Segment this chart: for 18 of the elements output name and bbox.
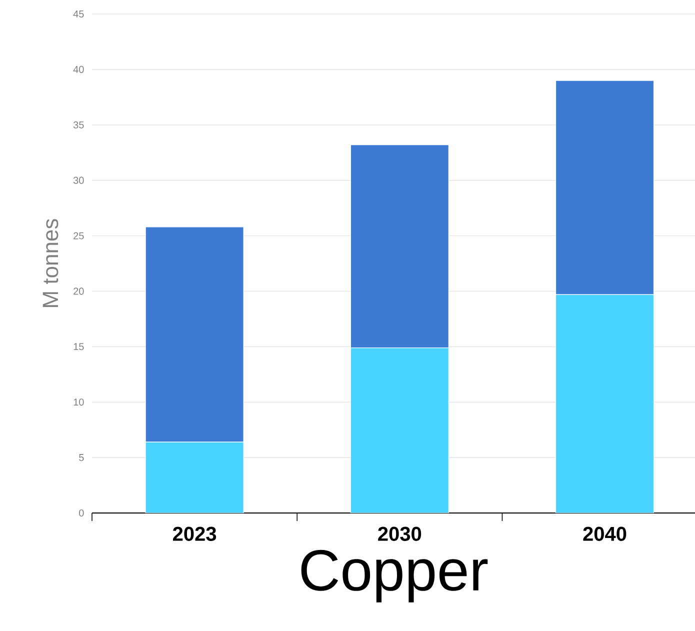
y-tick-label: 35	[73, 121, 84, 128]
bar	[145, 442, 244, 513]
y-tick-label: 20	[74, 288, 84, 295]
bar	[555, 294, 654, 513]
y-tick-label: 40	[73, 66, 84, 73]
y-axis-title: M tonnes	[42, 219, 58, 307]
y-tick-label: 25	[74, 232, 84, 240]
y-tick-label: 15	[74, 343, 84, 350]
y-tick-label: 30	[73, 176, 84, 184]
x-tick-label: 2030	[378, 526, 422, 541]
x-tick-label: 2040	[583, 526, 626, 541]
x-axis-title: Copper	[301, 550, 488, 602]
y-tick-label: 0	[79, 509, 84, 517]
y-tick-label: 5	[79, 454, 84, 462]
bar	[350, 347, 449, 513]
y-tick-label: 10	[74, 398, 84, 406]
x-tick-label: 2023	[173, 526, 216, 541]
y-tick-label: 45	[73, 10, 84, 18]
